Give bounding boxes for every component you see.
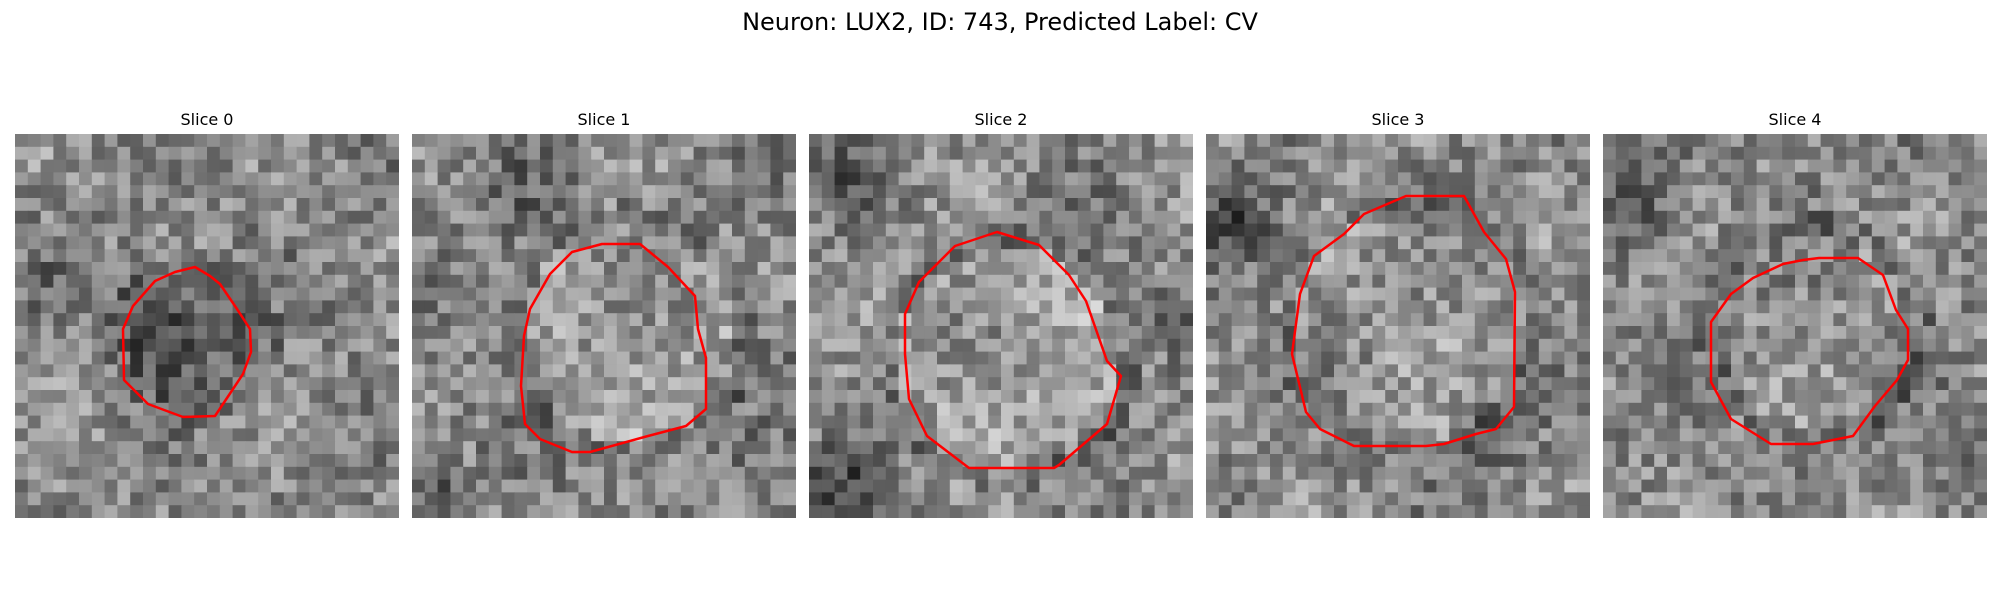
cell-contour-outline (519, 242, 708, 454)
slice-title-0: Slice 0 (180, 110, 234, 129)
pixel-grid (15, 134, 399, 518)
pixel-grid (809, 134, 1193, 518)
slice-panel-1: Slice 1 (412, 108, 796, 518)
slice-image-4 (1603, 134, 1987, 518)
slice-image-2 (809, 134, 1193, 518)
slice-title-4: Slice 4 (1768, 110, 1822, 129)
cell-contour-outline (121, 265, 253, 419)
pixel-grid (1603, 134, 1987, 518)
pixel-grid (412, 134, 796, 518)
slice-title-2: Slice 2 (974, 110, 1028, 129)
cell-contour-outline (1290, 194, 1517, 448)
slice-title-3: Slice 3 (1371, 110, 1425, 129)
figure-title: Neuron: LUX2, ID: 743, Predicted Label: … (742, 8, 1258, 36)
slice-panel-3: Slice 3 (1206, 108, 1590, 518)
slice-image-0 (15, 134, 399, 518)
slice-image-1 (412, 134, 796, 518)
slice-image-3 (1206, 134, 1590, 518)
slice-panel-2: Slice 2 (809, 108, 1193, 518)
cell-contour-outline (903, 230, 1123, 470)
slice-panel-4: Slice 4 (1603, 108, 1987, 518)
pixel-grid (1206, 134, 1590, 518)
cell-contour-outline (1709, 256, 1910, 446)
slice-panel-0: Slice 0 (15, 108, 399, 518)
slice-title-1: Slice 1 (577, 110, 631, 129)
